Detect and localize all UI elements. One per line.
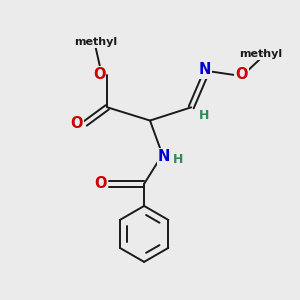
Text: O: O [94,176,107,191]
Text: N: N [158,149,170,164]
Text: O: O [71,116,83,131]
Text: methyl: methyl [74,37,117,46]
Text: O: O [235,67,247,82]
Text: methyl: methyl [239,49,282,59]
Text: O: O [93,67,105,82]
Text: H: H [173,153,183,166]
Text: N: N [198,62,211,77]
Text: methyl: methyl [263,52,268,53]
Text: methyl: methyl [260,53,265,54]
Text: H: H [199,109,210,122]
